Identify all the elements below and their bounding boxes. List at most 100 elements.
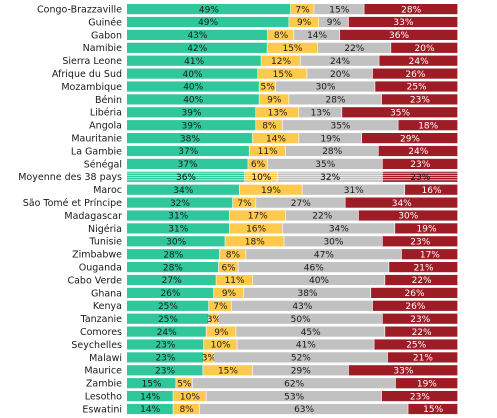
bar-segment-3 (285, 145, 378, 157)
bar-segment-1 (127, 262, 219, 273)
data-label: 27% (291, 199, 311, 209)
category-label: Zimbabwe (72, 250, 122, 261)
data-label: 23% (155, 367, 175, 377)
data-label: 24% (409, 57, 429, 67)
bar-segment-1 (127, 81, 259, 92)
bar-segment-2 (173, 391, 206, 402)
data-label: 28% (322, 147, 342, 157)
bar-segment-2 (225, 236, 284, 247)
data-label: 41% (296, 341, 316, 351)
data-label: 9% (222, 289, 237, 299)
bar-row: Maroc 34% 19% 31% 16% (93, 184, 458, 196)
bar-segment-2 (208, 313, 219, 324)
data-label: 19% (417, 379, 437, 389)
bar-segment-3 (206, 391, 382, 402)
data-label: 30% (166, 238, 186, 248)
data-label: 23% (155, 354, 175, 364)
category-label: La Gambie (71, 146, 122, 157)
bar-segment-4 (408, 403, 458, 415)
data-label: 41% (184, 57, 204, 67)
data-label: 10% (211, 341, 231, 351)
bar-segment-4 (362, 133, 458, 144)
data-label: 26% (160, 289, 180, 299)
bar-row: Tunisie 30% 18% 30% 23% (89, 236, 458, 248)
bar-row: Seychelles 23% 10% 41% 25% (71, 339, 458, 351)
bar-segment-3 (299, 133, 362, 144)
bar-segment-4 (389, 262, 458, 273)
data-label: 3% (202, 354, 217, 364)
data-label: 29% (400, 134, 420, 144)
data-label: 16% (422, 186, 442, 196)
data-label: 28% (163, 263, 183, 273)
bar-row: Moyenne des 38 pays 36% 10% 32% 23%36% 10% 32%… (18, 171, 458, 183)
bar-segment-2 (203, 352, 214, 363)
bar-segment-2 (208, 300, 232, 311)
data-label-overlay: 32% (320, 173, 340, 183)
bar-segment-3 (199, 403, 408, 415)
bar-segment-4 (395, 378, 458, 389)
data-label: 26% (405, 70, 425, 80)
data-label: 26% (405, 302, 425, 312)
data-label: 40% (183, 70, 203, 80)
data-label: 23% (410, 392, 430, 402)
bar-row: Zambie 15% 5% 62% 19% (86, 378, 458, 390)
bar-row: Gabon 43% 8% 14% 36% (91, 29, 458, 41)
bar-segment-3 (252, 274, 385, 286)
bar-row: Afrique du Sud 40% 15% 20% 26% (52, 68, 458, 80)
bar-row: Angola 39% 8% 35% 18% (89, 120, 458, 132)
data-label: 49% (199, 5, 219, 15)
data-label: 22% (412, 328, 432, 338)
bar-segment-4 (405, 184, 458, 195)
data-label: 22% (312, 212, 332, 222)
bar-segment-1 (127, 94, 259, 105)
bar-segment-3 (237, 339, 374, 350)
bar-segment-3 (300, 55, 379, 66)
bar-segment-3 (285, 210, 359, 221)
bar-row: Kenya 25% 7% 43% 26% (93, 300, 458, 312)
bar-segment-2 (229, 210, 286, 221)
data-label: 24% (330, 57, 350, 67)
bar-segment-4 (378, 145, 458, 157)
bar-segment-2 (249, 145, 286, 157)
bar-row: Ouganda 28% 6% 46% 21% (79, 262, 458, 274)
data-label: 11% (258, 147, 278, 157)
bar-segment-4 (398, 120, 458, 131)
data-label: 40% (183, 83, 203, 93)
data-label: 3% (207, 315, 222, 325)
bar-segment-2 (219, 249, 246, 260)
bar-segment-4 (374, 339, 458, 350)
data-label: 25% (158, 302, 178, 312)
bar-segment-2 (261, 55, 301, 66)
data-label: 52% (291, 354, 311, 364)
bar-segment-2 (239, 184, 302, 195)
bar-segment-3 (244, 287, 371, 298)
bar-row: Maurice 23% 15% 29% 33% (84, 365, 458, 377)
data-label: 12% (271, 57, 291, 67)
bar-row: Zimbabwe 28% 8% 47% 17% (72, 249, 458, 261)
category-label: Libéria (90, 108, 122, 119)
data-label: 33% (393, 367, 413, 377)
data-label-overlay: 36% (176, 173, 196, 183)
data-label: 29% (291, 367, 311, 377)
data-label: 40% (183, 96, 203, 106)
bar-segment-1 (127, 133, 253, 144)
bar-segment-4 (340, 29, 458, 40)
bar-segment-1 (127, 55, 261, 66)
bar-segment-2 (203, 365, 253, 376)
data-label: 30% (316, 83, 336, 93)
data-label: 53% (284, 392, 304, 402)
bar-segment-2 (244, 171, 278, 182)
bar-segment-1 (127, 300, 209, 311)
bar-segment-2 (229, 223, 282, 234)
bar-segment-1 (127, 274, 216, 286)
bar-row: Lesotho 14% 10% 53% 23% (85, 391, 458, 403)
data-label: 63% (294, 405, 314, 415)
data-label: 31% (168, 225, 188, 235)
data-label: 7% (237, 199, 252, 209)
bar-segment-2 (256, 120, 282, 131)
data-label: 49% (198, 18, 218, 28)
bar-segment-2 (203, 339, 237, 350)
bar-row: Bénin 40% 9% 28% 23% (95, 94, 458, 106)
bar-segment-4 (375, 81, 458, 92)
